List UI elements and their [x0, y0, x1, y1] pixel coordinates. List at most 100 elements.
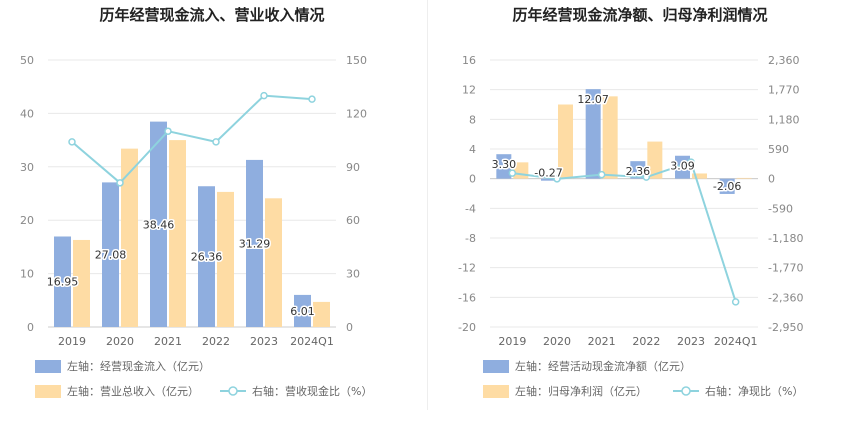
- left-axis-tick: -8: [465, 232, 476, 245]
- bar-secondary: [265, 198, 282, 327]
- right-axis-tick: 2,360: [768, 54, 800, 67]
- left-axis-tick: -16: [458, 291, 476, 304]
- net-cash-profit-chart: 历年经营现金流净额、归母净利润情况 16 12 8 4 0 -4 -8 -12 -16 -20 2,3…: [458, 6, 803, 398]
- bar-primary: [541, 178, 556, 181]
- left-axis-tick: 12: [462, 84, 476, 97]
- left-axis-tick: 4: [469, 143, 476, 156]
- left-axis-tick: 50: [20, 54, 34, 67]
- bar-value-label: 38.46: [143, 218, 175, 231]
- bar-primary: [198, 186, 215, 327]
- ratio-point: [508, 169, 517, 177]
- right-axis-tick: -1,180: [768, 232, 803, 245]
- bar-value-label: -0.27: [534, 167, 562, 180]
- bar-primary: [719, 178, 735, 194]
- bar-value-label: 26.36: [191, 251, 223, 264]
- legend-swatch: [483, 385, 509, 398]
- bar-secondary: [73, 239, 90, 327]
- left-axis-tick: 0: [469, 173, 476, 186]
- bar-value-label: 3.30: [492, 158, 516, 171]
- right-axis-tick: -2,360: [768, 291, 803, 304]
- ratio-point: [68, 138, 76, 146]
- bar-value-label: 31.29: [239, 237, 271, 250]
- legend-label: 右轴：营收现金比（%）: [252, 384, 372, 398]
- x-axis-tick: 2023: [677, 335, 705, 348]
- bar-primary: [675, 155, 690, 179]
- bar-primary: [54, 236, 71, 327]
- legend-line-marker: [681, 386, 691, 396]
- bar-secondary: [169, 140, 186, 327]
- x-axis-tick: 2024Q1: [290, 335, 334, 348]
- right-axis-tick: -1,770: [768, 262, 803, 275]
- left-axis-tick: -12: [458, 262, 476, 275]
- bar-value-label: 27.08: [95, 249, 127, 262]
- ratio-point: [597, 170, 606, 179]
- legend-label: 左轴：经营现金流入（亿元）: [67, 359, 210, 373]
- x-axis-tick: 2020: [543, 335, 571, 348]
- bar-secondary: [217, 191, 234, 327]
- chart-title: 历年经营现金流入、营业收入情况: [99, 6, 324, 24]
- chart-title: 历年经营现金流净额、归母净利润情况: [512, 6, 767, 24]
- legend-line-marker: [228, 386, 238, 396]
- left-axis-tick: 0: [27, 321, 34, 334]
- bar-value-label: 2.36: [626, 165, 651, 178]
- ratio-line: [71, 94, 313, 185]
- cash-inflow-revenue-chart: 历年经营现金流入、营业收入情况 0 10 20 30 40 50 0 30 60 90 120 150 2…: [20, 6, 372, 398]
- bar-primary: [496, 154, 512, 179]
- left-axis-tick: 10: [20, 268, 34, 281]
- x-axis-tick: 2022: [632, 335, 660, 348]
- bar-value-label: 12.07: [577, 93, 609, 106]
- legend-label: 左轴：营业总收入（亿元）: [67, 384, 199, 398]
- x-axis-tick: 2022: [202, 335, 230, 348]
- bar-secondary: [558, 104, 573, 179]
- ratio-point: [553, 175, 561, 183]
- legend-swatch: [35, 385, 61, 398]
- left-axis-tick: 16: [462, 54, 476, 67]
- bar-secondary: [647, 141, 663, 179]
- x-axis-tick: 2019: [498, 335, 526, 348]
- legend-label: 右轴：净现比（%）: [705, 384, 803, 398]
- right-axis-tick: -2,950: [768, 321, 803, 334]
- x-axis-tick: 2020: [106, 335, 134, 348]
- ratio-point: [687, 158, 695, 166]
- right-axis-tick: 0: [346, 321, 353, 334]
- bar-primary: [294, 294, 311, 327]
- ratio-point: [212, 138, 220, 146]
- bar-secondary: [692, 173, 707, 179]
- legend-swatch: [35, 360, 61, 373]
- bar-value-label: 16.95: [47, 276, 79, 289]
- bar-primary: [102, 182, 119, 327]
- legend-label: 左轴：归母净利润（亿元）: [515, 384, 647, 398]
- x-axis-tick: 2023: [250, 335, 278, 348]
- left-axis-tick: 30: [20, 161, 34, 174]
- right-axis-tick: 150: [346, 54, 367, 67]
- bar-secondary: [313, 301, 330, 327]
- left-axis-tick: 8: [469, 113, 476, 126]
- ratio-point: [642, 173, 651, 181]
- right-axis-tick: 30: [346, 268, 360, 281]
- legend-label: 左轴：经营活动现金流净额（亿元）: [515, 359, 691, 373]
- left-axis-tick: 20: [20, 214, 34, 227]
- right-axis-tick: -590: [768, 202, 793, 215]
- right-axis-tick: 60: [346, 214, 360, 227]
- right-axis-tick: 120: [346, 107, 367, 120]
- ratio-point: [731, 298, 740, 306]
- panel-divider: [427, 0, 428, 410]
- right-axis-tick: 1,770: [768, 84, 800, 97]
- bar-value-label: 6.01: [290, 305, 315, 318]
- x-axis-tick: 2021: [588, 335, 616, 348]
- bar-secondary: [736, 177, 752, 179]
- left-axis-tick: 40: [20, 107, 34, 120]
- ratio-point: [164, 127, 172, 135]
- ratio-point: [116, 179, 124, 187]
- right-axis-tick: 1,180: [768, 113, 800, 126]
- ratio-point: [308, 95, 316, 103]
- left-axis-tick: -4: [465, 202, 476, 215]
- bar-value-label: -2.06: [713, 180, 741, 193]
- bar-secondary: [602, 96, 618, 179]
- bar-secondary: [121, 148, 138, 327]
- x-axis-tick: 2019: [58, 335, 86, 348]
- x-axis-tick: 2021: [154, 335, 182, 348]
- ratio-point: [260, 91, 268, 100]
- bar-value-label: 3.09: [670, 160, 695, 173]
